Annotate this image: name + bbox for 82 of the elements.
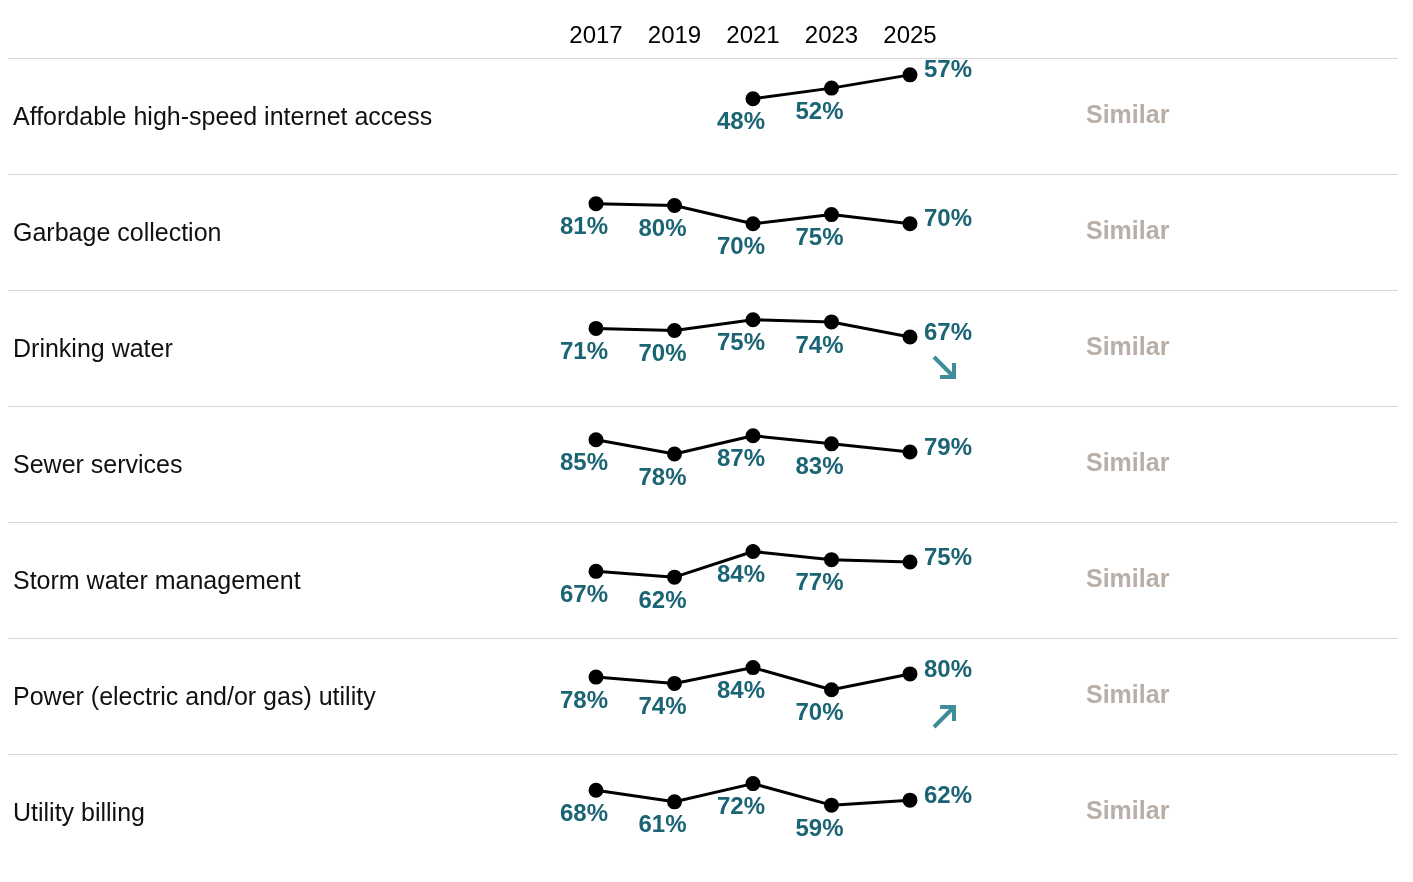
y-axis-title: Power (electric and/or gas) utility [12, 680, 377, 712]
y-axis-title: Utility billing [12, 796, 146, 828]
text: Similar [1086, 332, 1170, 361]
point [745, 544, 761, 559]
point [824, 682, 839, 698]
point [902, 216, 918, 232]
point [667, 323, 682, 339]
point [902, 666, 918, 682]
y-axis-title: Storm water management [12, 564, 302, 596]
point [588, 196, 604, 212]
data-label: 83% [795, 452, 844, 480]
y-axis-title: Garbage collection [12, 216, 223, 248]
y-axis-title: Sewer services [12, 448, 184, 480]
point [667, 569, 682, 585]
point [667, 675, 682, 691]
point [588, 432, 604, 448]
data-label: 85% [559, 448, 609, 476]
point [588, 669, 604, 685]
point [745, 216, 761, 232]
data-label: 72% [716, 792, 766, 820]
data-label: 78% [559, 685, 609, 713]
point [824, 207, 839, 223]
data-label: 57% [924, 55, 973, 83]
point [588, 563, 604, 579]
point [745, 428, 761, 444]
point [824, 552, 839, 568]
data-label: 71% [559, 337, 609, 364]
data-label: 67% [924, 317, 973, 345]
x-tick-label: 2019 [647, 21, 702, 49]
x-tick-label: 2023 [804, 21, 859, 49]
point [902, 444, 918, 460]
x-tick-label: 2025 [883, 21, 937, 49]
point [588, 320, 604, 336]
data-label: 78% [638, 462, 687, 490]
data-label: 84% [716, 560, 766, 588]
data-label: 84% [716, 676, 766, 704]
data-label: 70% [924, 204, 973, 232]
point [667, 446, 682, 462]
text: Similar [1086, 100, 1170, 129]
point [824, 797, 839, 813]
point [667, 197, 682, 213]
point [745, 776, 761, 792]
data-label: 79% [924, 432, 973, 460]
data-label: 48% [716, 107, 766, 135]
text: Similar [1086, 448, 1170, 477]
x-tick-label: 2021 [726, 21, 780, 49]
data-label: 61% [638, 810, 687, 838]
point [902, 554, 918, 570]
text: Similar [1086, 680, 1170, 709]
point [824, 436, 839, 452]
data-label: 80% [638, 214, 687, 242]
data-label: 74% [795, 330, 844, 358]
data-label: 80% [924, 654, 973, 682]
data-label: 87% [716, 444, 766, 472]
text: Similar [1086, 796, 1170, 825]
data-label: 59% [795, 813, 844, 841]
data-label: 70% [638, 339, 687, 367]
data-label: 75% [795, 223, 844, 251]
text: Similar [1086, 216, 1170, 245]
y-axis-title: Affordable high-speed internet access [12, 100, 434, 132]
data-label: 62% [924, 780, 973, 808]
data-label: 52% [795, 96, 844, 124]
data-label: 75% [716, 328, 766, 356]
point [667, 794, 682, 810]
point [902, 329, 918, 345]
data-label: 67% [559, 579, 609, 607]
point [745, 660, 761, 676]
data-label: 70% [716, 232, 766, 260]
x-tick-label: 2017 [569, 21, 623, 49]
data-label: 81% [559, 212, 609, 240]
point [902, 792, 918, 808]
data-label: 70% [795, 698, 844, 726]
data-label: 74% [638, 692, 687, 720]
point [588, 782, 604, 798]
data-label: 77% [795, 568, 844, 596]
y-axis-title: Drinking water [12, 332, 174, 364]
data-label: 62% [638, 585, 687, 613]
point [824, 314, 839, 330]
point [745, 312, 761, 328]
data-label: 68% [559, 798, 609, 826]
text: Similar [1086, 564, 1170, 593]
data-label: 75% [924, 542, 973, 570]
